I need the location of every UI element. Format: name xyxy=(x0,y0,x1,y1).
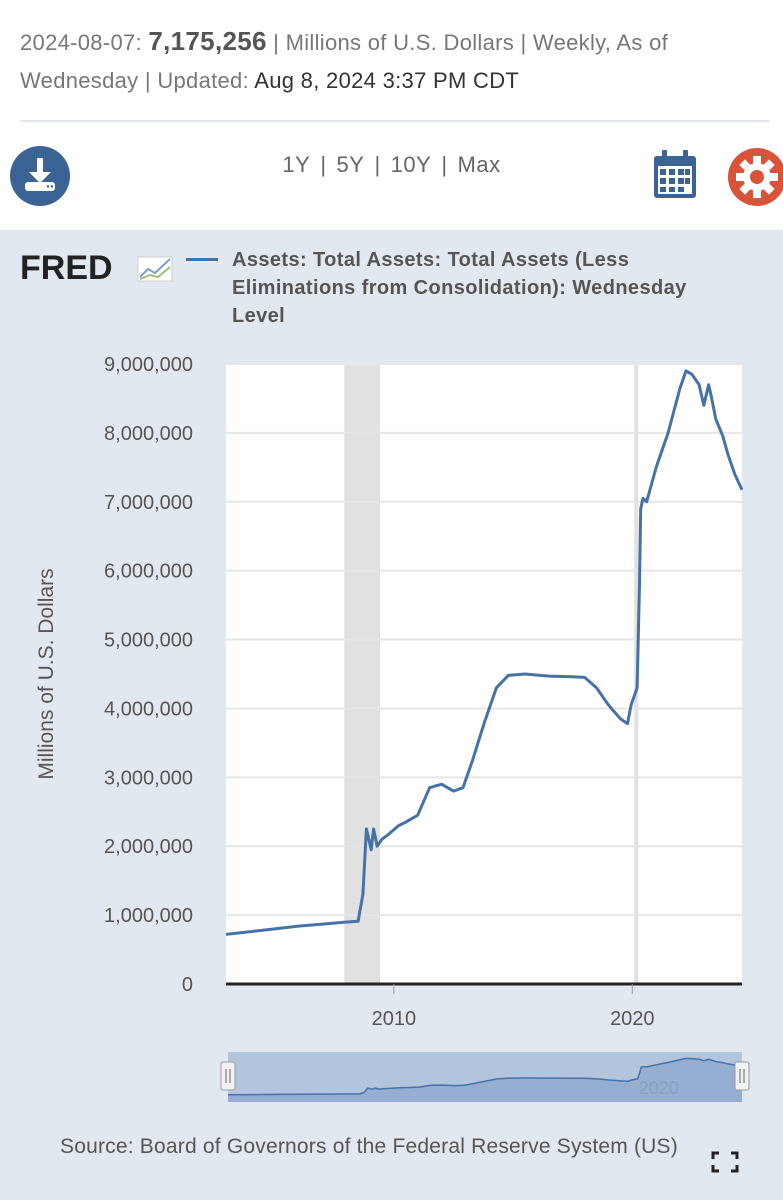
y-tick-label: 6,000,000 xyxy=(104,561,193,583)
range-max-button[interactable]: Max xyxy=(457,152,501,177)
header-divider xyxy=(20,120,769,122)
y-tick-label: 1,000,000 xyxy=(104,905,193,927)
range-10y-button[interactable]: 10Y xyxy=(390,152,432,177)
y-tick-label: 0 xyxy=(182,974,193,996)
navigator-area xyxy=(228,1058,742,1102)
legend-line-swatch xyxy=(186,258,218,261)
download-icon[interactable] xyxy=(10,146,70,206)
observation-value: 7,175,256 xyxy=(148,26,267,56)
y-tick-label: 9,000,000 xyxy=(104,354,193,376)
y-axis-label: Millions of U.S. Dollars xyxy=(35,568,58,779)
x-tick-label: 2020 xyxy=(610,1008,655,1030)
series-header: 2024-08-07: 7,175,256 | Millions of U.S.… xyxy=(20,22,770,100)
plot-area xyxy=(226,364,742,984)
updated-timestamp: Aug 8, 2024 3:37 PM CDT xyxy=(254,68,520,93)
navigator-right-handle[interactable] xyxy=(734,1061,750,1091)
y-tick-label: 8,000,000 xyxy=(104,423,193,445)
series-line xyxy=(225,369,744,936)
chart-toolbar: 1Y | 5Y | 10Y | Max xyxy=(0,128,783,228)
y-tick-label: 7,000,000 xyxy=(104,492,193,514)
range-5y-button[interactable]: 5Y xyxy=(336,152,365,177)
range-selector: 1Y | 5Y | 10Y | Max xyxy=(282,152,501,177)
y-tick-label: 2,000,000 xyxy=(104,836,193,858)
logo-text: FRED xyxy=(20,249,113,287)
fred-logo: FRED xyxy=(20,247,175,287)
navigator-left-handle[interactable] xyxy=(220,1061,236,1091)
source-text: Source: Board of Governors of the Federa… xyxy=(60,1135,678,1158)
y-tick-label: 4,000,000 xyxy=(104,698,193,720)
navigator-line xyxy=(227,1057,743,1096)
calendar-icon[interactable] xyxy=(652,150,698,200)
y-tick-label: 5,000,000 xyxy=(104,630,193,652)
y-tick-label: 3,000,000 xyxy=(104,767,193,789)
units-frequency-text: | Millions of U.S. Dollars | Weekly, As … xyxy=(20,30,669,93)
gear-icon[interactable] xyxy=(728,148,783,206)
navigator-tick-label: 2020 xyxy=(639,1078,679,1098)
legend-label: Assets: Total Assets: Total Assets (Less… xyxy=(232,249,687,327)
observation-date: 2024-08-07: xyxy=(20,30,142,55)
fullscreen-icon[interactable] xyxy=(710,1150,740,1174)
x-tick-label: 2010 xyxy=(372,1008,417,1030)
range-1y-button[interactable]: 1Y xyxy=(282,152,311,177)
